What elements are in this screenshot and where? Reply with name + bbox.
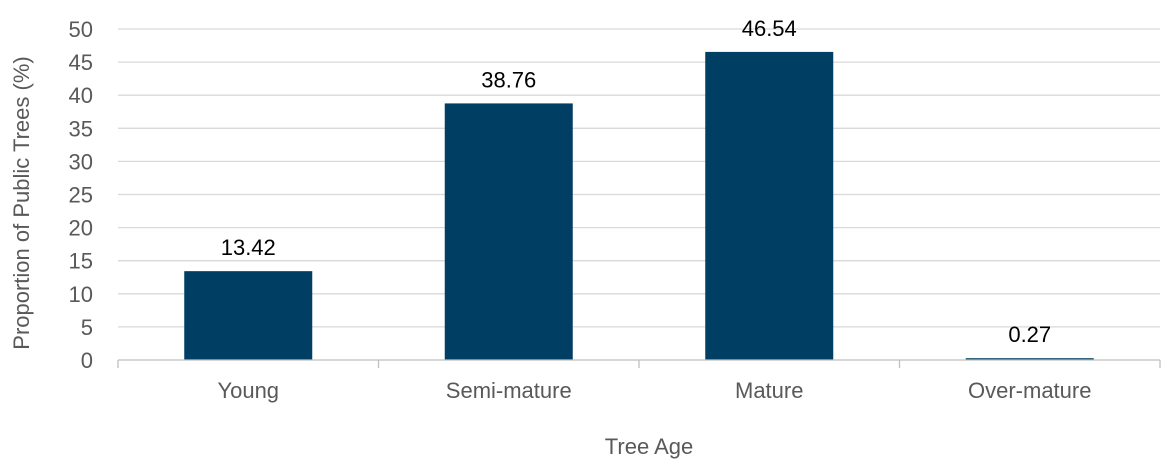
y-tick-label-50: 50 [69, 17, 93, 42]
y-tick-label-20: 20 [69, 216, 93, 241]
x-tick-label-over-mature: Over-mature [968, 378, 1091, 403]
y-tick-label-0: 0 [81, 348, 93, 373]
y-tick-label-30: 30 [69, 149, 93, 174]
labels: 0 5 10 15 20 25 30 35 40 45 50 13.42 Young 38.76 Semi-… [69, 16, 1092, 403]
y-tick-label-35: 35 [69, 116, 93, 141]
y-tick-label-45: 45 [69, 50, 93, 75]
x-axis-title: Tree Age [605, 434, 693, 459]
bar-over-mature [965, 358, 1094, 360]
bar-semi-mature [444, 103, 573, 360]
x-tick-label-young: Young [217, 378, 279, 403]
y-tick-label-15: 15 [69, 249, 93, 274]
bar-young [184, 271, 313, 360]
x-tick-label-semi-mature: Semi-mature [446, 378, 572, 403]
data-label: 0.27 [1008, 322, 1051, 347]
bar-mature [705, 51, 834, 360]
y-axis-title: Proportion of Public Trees (%) [9, 56, 34, 349]
x-tick-label-mature: Mature [735, 378, 803, 403]
bars [184, 51, 1094, 360]
y-tick-label-10: 10 [69, 282, 93, 307]
axes [117, 359, 1161, 368]
y-tick-label-25: 25 [69, 183, 93, 208]
data-label: 46.54 [742, 16, 797, 41]
y-tick-label-5: 5 [81, 315, 93, 340]
y-tick-label-40: 40 [69, 83, 93, 108]
data-label: 13.42 [221, 235, 276, 260]
data-label: 38.76 [481, 67, 536, 92]
